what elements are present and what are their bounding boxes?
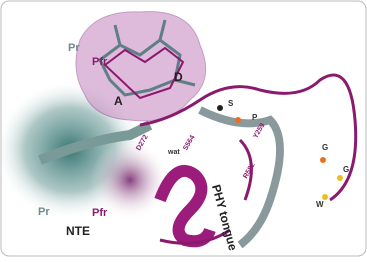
- helix: [154, 164, 216, 248]
- label: D: [174, 70, 183, 84]
- chromophore-surface: [75, 11, 207, 122]
- chromophore-sticks: [98, 19, 196, 97]
- label: G: [343, 165, 349, 174]
- label: Pr: [68, 42, 80, 54]
- loop-lower: [159, 138, 253, 245]
- label: S: [228, 99, 234, 108]
- label: Pfr: [92, 207, 108, 219]
- label: NTE: [66, 224, 90, 238]
- nte-strand: [38, 120, 153, 165]
- loop: [139, 73, 358, 202]
- label: G: [322, 143, 328, 152]
- label: Pr: [38, 206, 50, 218]
- label: W: [316, 200, 324, 209]
- residue-dots: [217, 105, 343, 200]
- label: wat: [167, 149, 180, 156]
- pfr-region: [90, 140, 170, 220]
- label: Pfr: [92, 56, 108, 68]
- label: A: [114, 94, 123, 108]
- label: P: [252, 113, 258, 122]
- chromophore-pfr-sticks: [103, 46, 185, 100]
